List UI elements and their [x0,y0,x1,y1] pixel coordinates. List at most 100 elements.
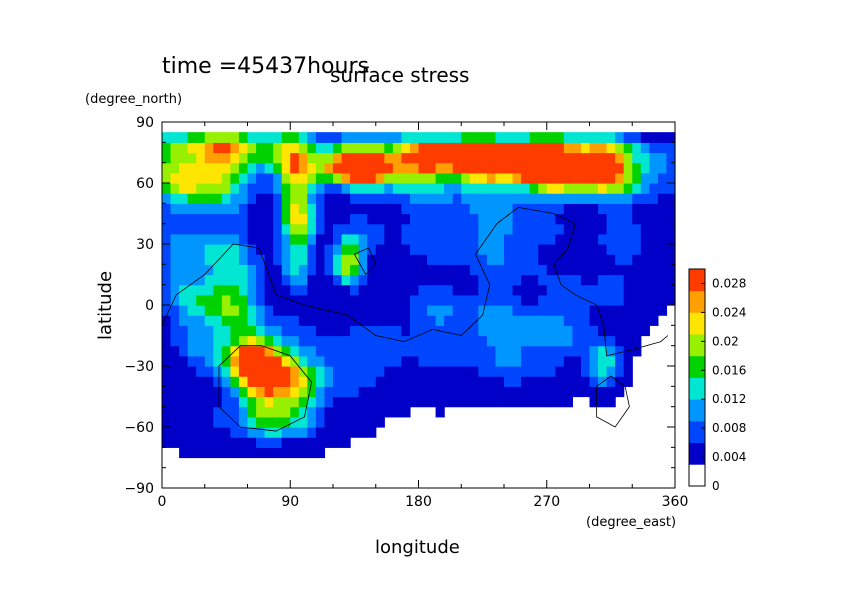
field-cell [196,447,206,459]
field-cell [162,376,172,387]
field-cell [521,284,531,296]
field-cell [615,274,625,286]
field-cell [666,223,676,235]
field-cell [469,233,479,245]
field-cell [213,254,223,265]
field-cell [221,447,231,459]
field-cell [606,366,616,377]
field-cell [170,132,180,143]
field-cell [649,193,659,204]
field-cell [409,305,420,316]
field-cell [290,223,300,235]
field-cell [478,376,488,387]
field-cell [435,162,445,174]
field-cell [221,355,231,367]
field-cell [418,233,428,245]
field-cell [290,193,300,204]
field-cell [469,376,479,387]
field-cell [179,183,189,194]
field-cell [495,203,505,215]
field-cell [632,223,642,235]
field-cell [162,264,172,276]
field-cell [589,325,599,337]
field-cell [281,152,291,164]
field-cell [427,162,437,174]
field-cell [179,142,189,154]
field-cell [598,193,608,204]
field-cell [213,437,223,448]
field-cell [315,162,326,174]
field-cell [204,315,214,326]
field-cell [162,132,172,143]
field-cell [187,386,197,398]
field-cell [649,142,659,154]
y-unit-label: (degree_north) [85,92,182,107]
field-cell [179,335,189,347]
field-cell [238,142,249,154]
field-cell [452,315,462,326]
field-cell [367,142,377,154]
field-cell [512,193,522,204]
field-cell [238,315,249,326]
field-cell [495,213,505,225]
field-cell [666,233,676,245]
field-cell [469,325,479,337]
field-cell [401,213,411,225]
field-cell [213,203,223,215]
field-cell [623,193,633,204]
field-cell [375,233,385,245]
field-cell [512,254,522,265]
field-cell [204,244,214,255]
field-cell [486,162,497,174]
field-cell [281,345,291,357]
field-cell [179,203,189,215]
field-cell [623,152,633,164]
field-cell [640,244,650,255]
field-cell [179,244,189,255]
colorbar-tick-label: 0.008 [712,421,746,435]
field-cell [606,264,616,276]
field-cell [230,233,240,245]
field-cell [572,325,582,337]
field-cell [170,274,180,286]
field-cell [298,274,308,286]
field-cell [409,142,420,154]
field-cell [452,274,462,286]
field-cell [333,172,343,184]
field-cell [401,132,411,143]
field-cell [204,203,214,215]
field-cell [384,132,394,143]
field-cell [649,213,659,225]
field-cell [341,325,351,337]
field-cell [504,294,514,306]
field-cell [221,396,231,408]
field-cell [409,284,420,296]
field-cell [623,294,633,306]
field-cell [213,152,223,164]
field-cell [350,335,360,347]
field-cell [538,223,548,235]
field-cell [307,437,317,448]
field-cell [589,203,599,215]
field-cell [213,294,223,306]
field-cell [341,437,351,448]
field-cell [196,284,206,296]
field-cell [495,193,505,204]
field-cell [307,284,317,296]
field-cell [187,284,197,296]
field-cell [452,396,462,408]
field-cell [461,315,471,326]
field-cell [247,183,257,194]
colorbar-swatch [689,312,705,335]
field-cell [623,366,633,377]
field-cell [461,396,471,408]
field-cell [478,335,488,347]
field-cell [478,284,488,296]
field-cell [538,355,548,367]
field-cell [213,142,223,154]
field-cell [256,386,266,398]
field-cell [598,366,608,377]
field-cell [238,325,249,337]
field-cell [427,244,437,255]
field-cell [196,305,206,316]
